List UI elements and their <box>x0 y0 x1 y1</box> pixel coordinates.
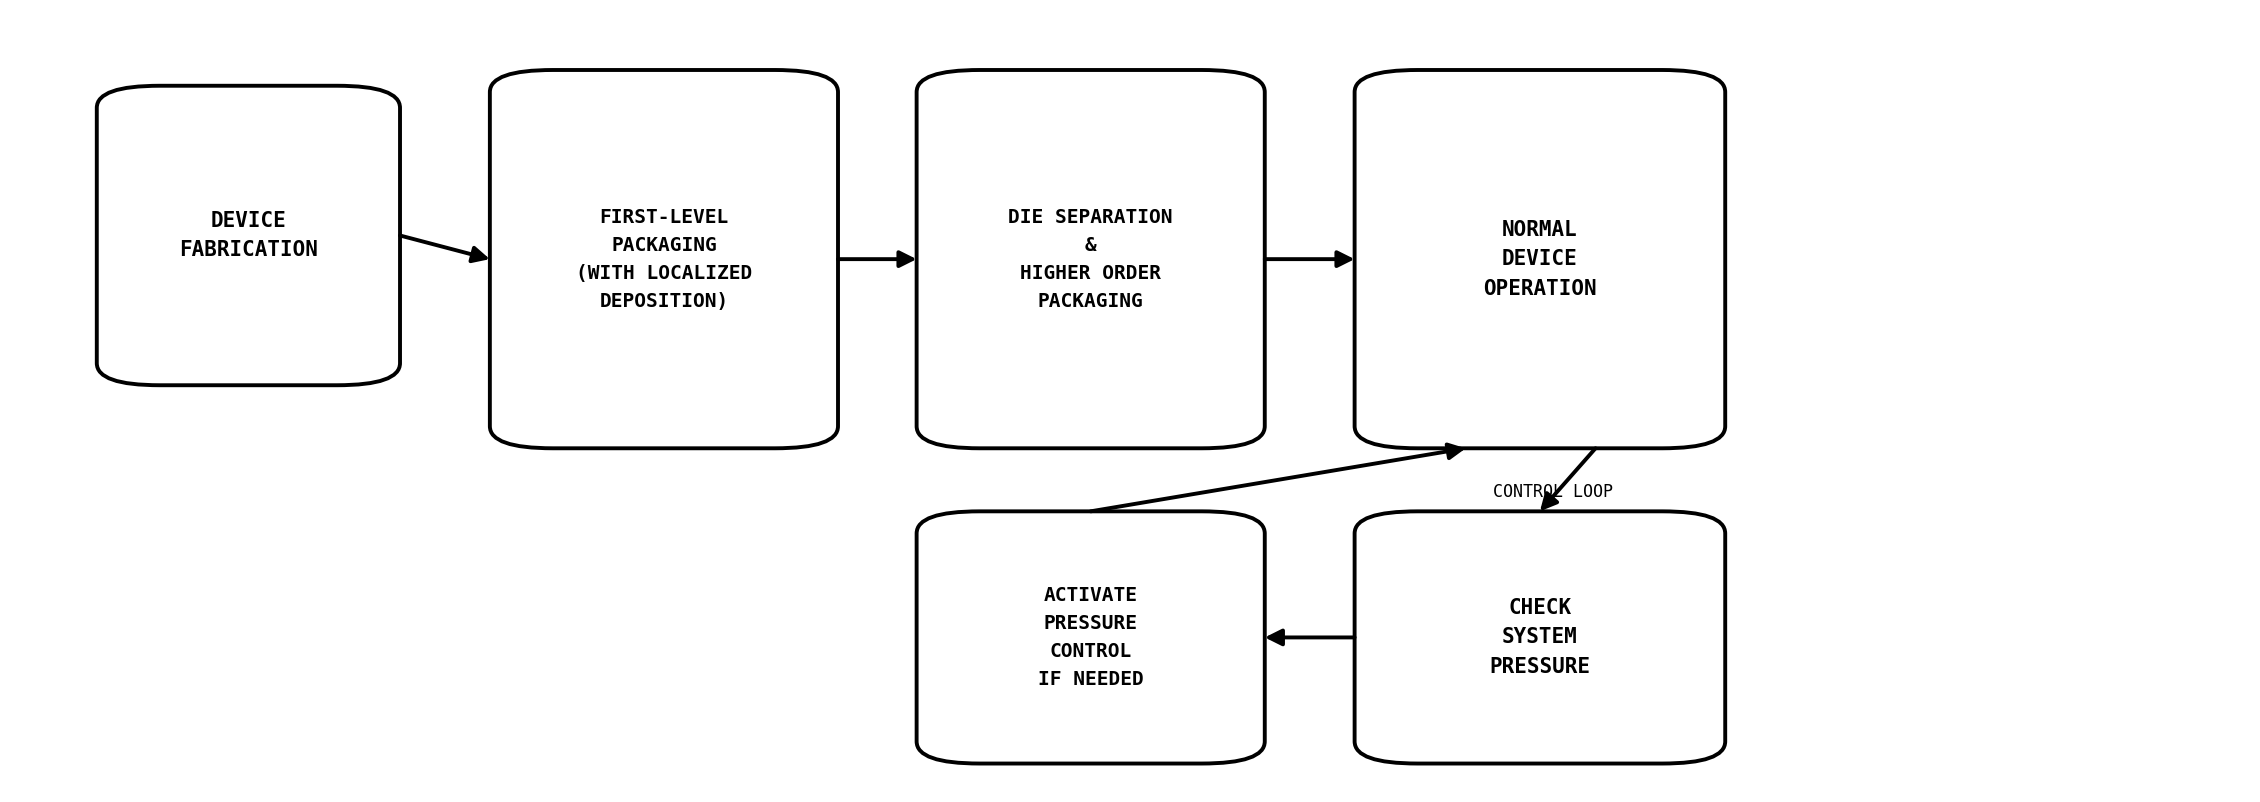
Text: FIRST-LEVEL
PACKAGING
(WITH LOCALIZED
DEPOSITION): FIRST-LEVEL PACKAGING (WITH LOCALIZED DE… <box>576 208 753 310</box>
FancyBboxPatch shape <box>1354 512 1724 764</box>
Text: CHECK
SYSTEM
PRESSURE: CHECK SYSTEM PRESSURE <box>1489 597 1591 677</box>
Text: DEVICE
FABRICATION: DEVICE FABRICATION <box>179 211 319 261</box>
FancyBboxPatch shape <box>918 512 1266 764</box>
Text: NORMAL
DEVICE
OPERATION: NORMAL DEVICE OPERATION <box>1483 220 1598 298</box>
Text: DIE SEPARATION
&
HIGHER ORDER
PACKAGING: DIE SEPARATION & HIGHER ORDER PACKAGING <box>1008 208 1173 310</box>
FancyBboxPatch shape <box>97 86 400 385</box>
FancyBboxPatch shape <box>918 70 1266 448</box>
Text: CONTROL LOOP: CONTROL LOOP <box>1494 483 1614 500</box>
FancyBboxPatch shape <box>1354 70 1724 448</box>
FancyBboxPatch shape <box>490 70 838 448</box>
Text: ACTIVATE
PRESSURE
CONTROL
IF NEEDED: ACTIVATE PRESSURE CONTROL IF NEEDED <box>1037 586 1144 689</box>
